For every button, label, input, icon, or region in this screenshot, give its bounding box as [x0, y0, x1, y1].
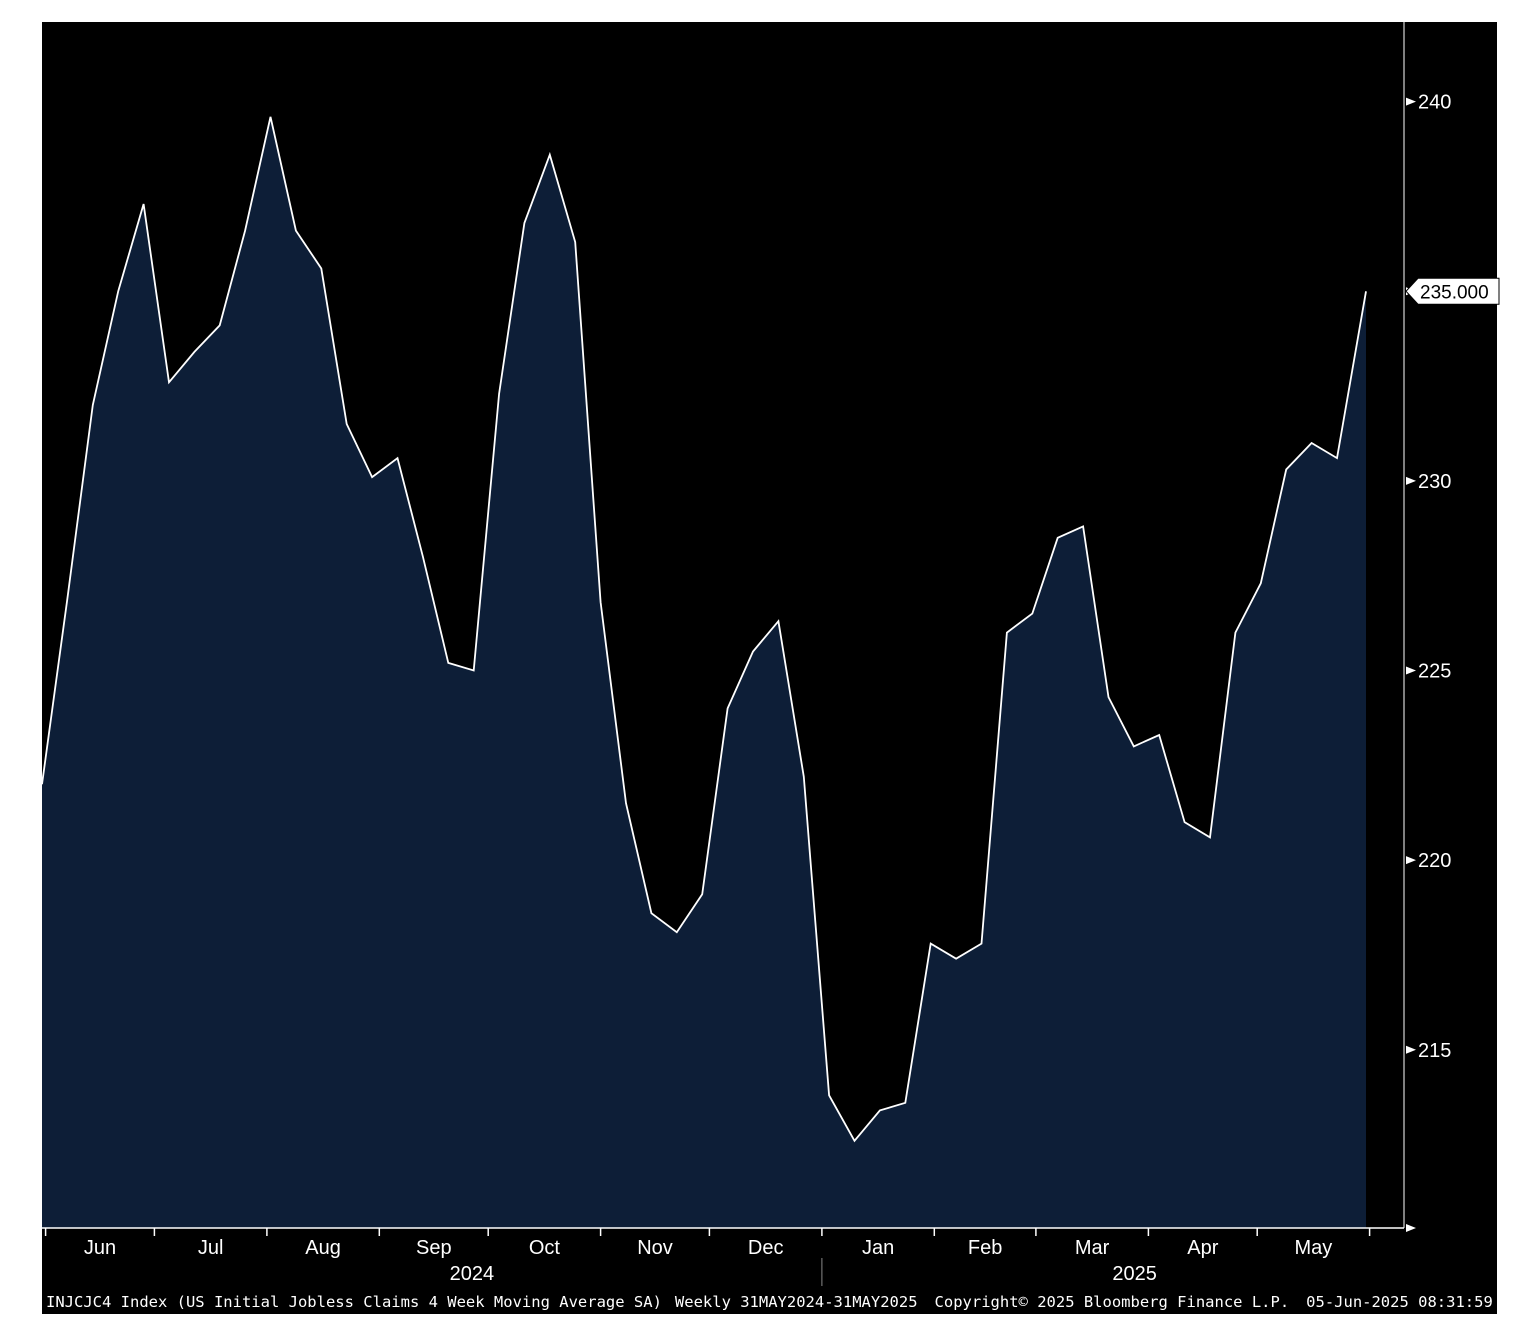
y-axis-end-tick: [1406, 1224, 1416, 1232]
x-tick-label: Oct: [529, 1237, 561, 1259]
x-tick-label: Nov: [637, 1237, 673, 1259]
y-tick-mark: [1406, 97, 1416, 106]
series-area: [42, 116, 1366, 1228]
y-tick-label: 230: [1418, 471, 1451, 493]
x-tick-label: Mar: [1075, 1237, 1110, 1259]
y-tick-label: 215: [1418, 1040, 1451, 1062]
y-tick-mark: [1406, 1045, 1416, 1054]
x-tick-label: Sep: [416, 1237, 452, 1259]
x-tick-label: May: [1295, 1237, 1333, 1259]
plot-layer: [41, 116, 1367, 1228]
last-value-label: 235.000: [1420, 282, 1489, 303]
x-tick-label: Aug: [305, 1237, 341, 1259]
y-tick-label: 225: [1418, 661, 1451, 683]
footer-copyright: Copyright© 2025 Bloomberg Finance L.P.: [935, 1293, 1290, 1311]
y-tick-label: 240: [1418, 92, 1451, 114]
x-tick-label: Dec: [748, 1237, 784, 1259]
x-tick-label: Jan: [862, 1237, 894, 1259]
y-tick-mark: [1406, 666, 1416, 675]
footer-layer: INJCJC4 Index (US Initial Jobless Claims…: [46, 1293, 1493, 1311]
x-year-label: 2025: [1112, 1263, 1157, 1285]
last-value-callout: [1405, 277, 1500, 305]
x-tick-label: Jul: [198, 1237, 224, 1259]
x-tick-label: Feb: [968, 1237, 1002, 1259]
axis-layer: 240 230 225 220 215 235.000 Jun Jul Aug Sep Oct Nov…: [42, 22, 1500, 1286]
footer-ticker: INJCJC4 Index (US Initial Jobless Claims…: [46, 1293, 662, 1311]
footer-source-text: INJCJC4 Index (US Initial Jobless Claims…: [46, 1293, 1493, 1311]
y-tick-mark: [1406, 476, 1416, 485]
x-year-label: 2024: [450, 1263, 495, 1285]
footer-range: Weekly 31MAY2024-31MAY2025: [675, 1293, 918, 1311]
series-line: [41, 116, 1367, 1143]
y-tick-label: 220: [1418, 850, 1451, 872]
footer-timestamp: 05-Jun-2025 08:31:59: [1306, 1293, 1493, 1311]
y-tick-mark: [1406, 856, 1416, 865]
x-tick-label: Apr: [1187, 1237, 1218, 1259]
x-tick-label: Jun: [84, 1237, 116, 1259]
